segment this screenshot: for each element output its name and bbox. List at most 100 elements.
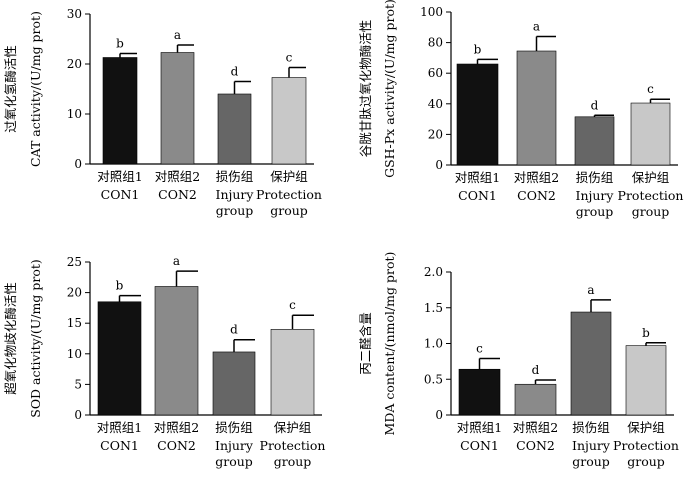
bar — [570, 311, 612, 416]
category-label-cn: 对照组1 — [457, 420, 502, 435]
y-tick-label: 15 — [67, 316, 82, 330]
category-label-en: group — [632, 204, 670, 219]
y-tick-label: 5 — [74, 377, 82, 391]
category-label-en: Injury — [576, 188, 615, 203]
bar — [271, 77, 307, 165]
category-label-cn: 损伤组 — [576, 170, 614, 185]
chart-panel-1: 0 10 20 30 过氧化氢酶活性 CAT activity/(U/mg prot) b 对… — [3, 7, 322, 218]
y-axis-label-cn: 谷胱甘肽过氧化物酶活性 — [358, 20, 373, 158]
category-label-en: Protection — [260, 438, 326, 453]
category-label-cn: 损伤组 — [215, 420, 253, 435]
bar — [514, 383, 557, 416]
category-label-cn: 损伤组 — [572, 420, 610, 435]
y-tick-label: 80 — [428, 36, 443, 50]
y-axis-label-en: CAT activity/(U/mg prot) — [28, 11, 43, 167]
category-label-en: group — [572, 454, 610, 469]
significance-label: d — [230, 323, 238, 337]
significance-label: b — [116, 279, 124, 293]
bar — [97, 301, 142, 416]
y-tick-label: 40 — [428, 97, 443, 111]
bar — [625, 345, 667, 416]
category-label-en: Protection — [256, 187, 322, 202]
category-label-en: group — [576, 204, 614, 219]
y-tick-label: 0 — [74, 157, 82, 171]
category-label-cn: 保护组 — [632, 170, 670, 185]
significance-label: c — [286, 51, 293, 65]
bar — [217, 93, 252, 165]
bar — [154, 286, 199, 416]
significance-label: b — [474, 42, 482, 56]
bar — [574, 116, 615, 166]
chart-panel-4: 0 0.5 1.0 1.5 2.0 丙二醛含量 MDA content/(nmol/mg p… — [358, 252, 679, 469]
bar — [270, 329, 315, 416]
significance-label: a — [587, 283, 594, 297]
y-tick-label: 1.5 — [424, 301, 443, 315]
significance-label: b — [116, 37, 124, 51]
bar — [456, 63, 499, 166]
significance-label: a — [173, 254, 180, 268]
category-label-en: CON2 — [516, 438, 555, 453]
bar — [160, 52, 195, 165]
category-label-cn: 对照组2 — [154, 420, 199, 435]
category-label-en: CON2 — [517, 188, 556, 203]
category-label-en: Injury — [215, 438, 254, 453]
chart-panel-2: 0 20 40 60 80 100 谷胱甘肽过氧化物酶活性 GSH-Px activity/(… — [358, 0, 683, 219]
significance-label: a — [174, 28, 181, 42]
y-tick-label: 0 — [435, 158, 443, 172]
category-label-cn: 对照组2 — [513, 420, 558, 435]
category-label-cn: 对照组1 — [97, 169, 142, 184]
y-tick-label: 25 — [67, 255, 82, 269]
y-tick-label: 0 — [74, 408, 82, 422]
y-tick-label: 10 — [67, 347, 82, 361]
category-label-cn: 对照组2 — [155, 169, 200, 184]
y-tick-label: 0 — [435, 408, 443, 422]
y-tick-label: 1.0 — [424, 337, 443, 351]
significance-label: d — [591, 98, 599, 112]
y-tick-label: 60 — [428, 66, 443, 80]
category-label-en: group — [274, 454, 312, 469]
y-axis-label-en: SOD activity/(U/mg prot) — [28, 259, 43, 418]
y-tick-label: 20 — [67, 286, 82, 300]
category-label-en: Injury — [216, 187, 255, 202]
y-axis-label-cn: 丙二醛含量 — [358, 312, 373, 375]
significance-label: c — [647, 82, 654, 96]
category-label-cn: 对照组2 — [514, 170, 559, 185]
y-axis-label-cn: 超氧化物歧化酶活性 — [3, 282, 18, 395]
y-tick-label: 20 — [67, 57, 82, 71]
category-label-en: CON2 — [158, 187, 197, 202]
y-tick-label: 2.0 — [424, 265, 443, 279]
y-tick-label: 30 — [67, 7, 82, 21]
category-label-en: Protection — [618, 188, 684, 203]
y-tick-label: 10 — [67, 107, 82, 121]
category-label-en: group — [627, 454, 665, 469]
y-tick-label: 0.5 — [424, 372, 443, 386]
category-label-cn: 保护组 — [627, 420, 665, 435]
category-label-cn: 保护组 — [274, 420, 312, 435]
significance-label: b — [642, 326, 650, 340]
category-label-en: group — [215, 454, 253, 469]
bar — [516, 50, 557, 166]
category-label-en: Injury — [572, 438, 611, 453]
category-label-en: group — [216, 203, 254, 218]
y-tick-label: 20 — [428, 127, 443, 141]
category-label-cn: 对照组1 — [455, 170, 500, 185]
significance-label: c — [289, 298, 296, 312]
bar — [458, 368, 501, 416]
significance-label: a — [533, 19, 540, 33]
category-label-en: CON1 — [458, 188, 497, 203]
bar — [630, 102, 671, 166]
bar — [102, 57, 138, 165]
y-axis-label-en: MDA content/(nmol/mg prot) — [382, 252, 397, 436]
category-label-en: Protection — [613, 438, 679, 453]
category-label-en: CON1 — [101, 187, 140, 202]
y-axis-label-en: GSH-Px activity/(U/mg prot) — [382, 0, 397, 178]
category-label-en: CON1 — [460, 438, 499, 453]
significance-label: c — [476, 342, 483, 356]
y-axis-label-cn: 过氧化氢酶活性 — [3, 45, 18, 133]
y-tick-label: 100 — [420, 5, 443, 19]
category-label-en: CON2 — [157, 438, 196, 453]
chart-panel-3: 0 5 10 15 20 25 超氧化物歧化酶活性 SOD activity/(U/mg pr… — [3, 254, 325, 469]
significance-label: d — [532, 363, 540, 377]
significance-label: d — [231, 65, 239, 79]
